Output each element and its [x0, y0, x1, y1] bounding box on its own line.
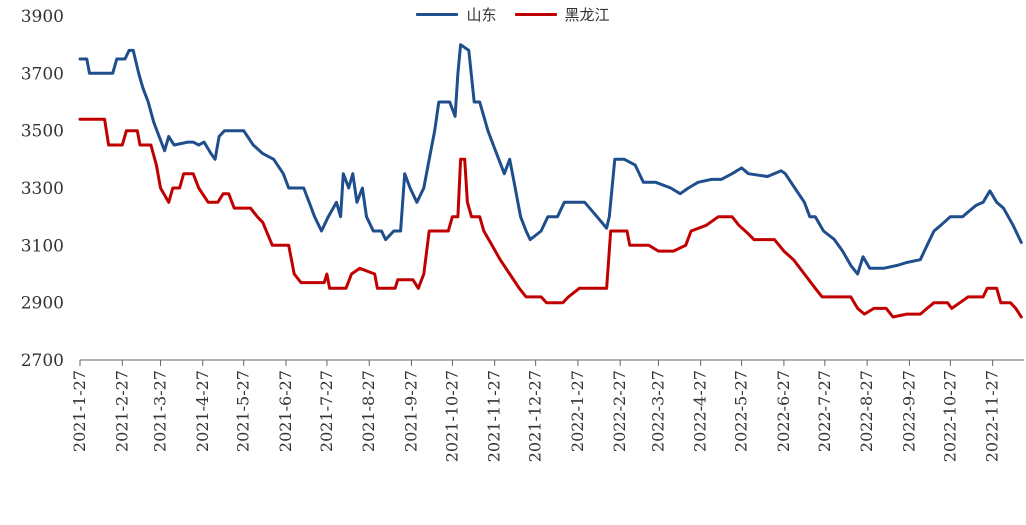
x-tick-label-19: 2022-8-27 [857, 370, 876, 452]
x-tick-label-22: 2022-11-27 [983, 370, 1002, 462]
x-tick-label-15: 2022-4-27 [691, 370, 710, 452]
x-tick-label-10: 2021-11-27 [485, 370, 504, 462]
y-axis-tick-labels: 2700 2900 3100 3300 3500 3700 3900 [21, 7, 64, 371]
legend-label-shandong: 山东 [466, 6, 497, 24]
x-tick-label-0: 2021-1-27 [70, 370, 89, 452]
x-tick-label-20: 2022-9-27 [899, 370, 918, 452]
x-tick-label-6: 2021-7-27 [317, 370, 336, 452]
y-tick-label-2900: 2900 [21, 294, 64, 314]
x-tick-label-5: 2021-6-27 [276, 370, 295, 452]
x-tick-label-3: 2021-4-27 [193, 370, 212, 452]
x-tick-label-16: 2022-5-27 [732, 370, 751, 452]
x-tick-label-8: 2021-9-27 [401, 370, 420, 452]
x-tick-label-17: 2022-6-27 [774, 370, 793, 452]
x-tick-label-21: 2022-10-27 [940, 370, 959, 462]
y-tick-label-3100: 3100 [21, 236, 64, 256]
x-tick-label-7: 2021-8-27 [359, 370, 378, 452]
x-axis-tick-marks [79, 360, 994, 366]
y-tick-label-3900: 3900 [21, 7, 64, 27]
x-tick-label-18: 2022-7-27 [815, 370, 834, 452]
y-tick-label-3700: 3700 [21, 64, 64, 84]
legend-item-heilongjiang: 黑龙江 [514, 4, 610, 25]
y-tick-label-2700: 2700 [21, 351, 64, 371]
y-tick-label-3300: 3300 [21, 179, 64, 199]
chart-legend: 山东 黑龙江 [0, 4, 1026, 25]
series-line-0 [78, 43, 1023, 276]
y-tick-label-3500: 3500 [21, 122, 64, 142]
legend-swatch-shandong [416, 13, 459, 16]
x-tick-label-14: 2022-3-27 [648, 370, 667, 452]
x-tick-label-2: 2021-3-27 [150, 370, 169, 452]
x-tick-label-1: 2021-2-27 [112, 370, 131, 452]
series-lines [78, 43, 1023, 319]
legend-label-heilongjiang: 黑龙江 [564, 6, 610, 24]
series-line-1 [78, 117, 1023, 319]
x-tick-label-9: 2021-10-27 [442, 370, 461, 462]
legend-swatch-heilongjiang [514, 13, 557, 16]
x-tick-label-4: 2021-5-27 [234, 370, 253, 452]
x-axis-tick-labels: 2021-1-27 2021-2-27 2021-3-27 2021-4-27 2021… [70, 370, 1002, 462]
legend-item-shandong: 山东 [416, 4, 497, 25]
x-tick-label-11: 2021-12-27 [526, 370, 545, 462]
x-tick-label-12: 2022-1-27 [568, 370, 587, 452]
x-tick-label-13: 2022-2-27 [610, 370, 629, 452]
